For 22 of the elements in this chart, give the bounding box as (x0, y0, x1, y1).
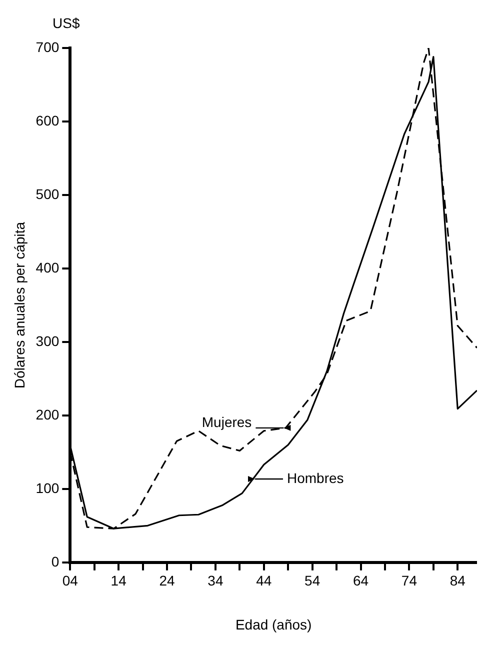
y-tick-label: 300 (36, 332, 60, 349)
x-tick-label: 84 (450, 572, 466, 589)
x-tick-label: 34 (208, 572, 224, 589)
series-label: Mujeres (202, 414, 252, 430)
x-tick-label: 54 (304, 572, 320, 589)
y-tick-label: 0 (51, 553, 60, 570)
x-axis-title: Edad (años) (235, 616, 312, 632)
x-tick-label: 44 (256, 572, 272, 589)
y-tick-label: 100 (36, 480, 60, 496)
y-tick-label: 400 (36, 259, 60, 276)
legend-label: Hombres (286, 470, 344, 486)
y-tick-label: 500 (36, 186, 60, 202)
y-axis-title: Dólares anuales per cápita (11, 222, 28, 388)
x-tick-label: 04 (62, 572, 78, 589)
x-tick-label: 74 (401, 572, 418, 589)
y-tick-label: 200 (36, 406, 60, 422)
x-tick-label: 64 (352, 572, 369, 589)
x-tick-label: 14 (110, 572, 127, 589)
text: US$ (52, 14, 80, 31)
y-tick-label: 600 (36, 112, 60, 128)
x-tick-label: 24 (159, 572, 176, 589)
y-tick-label: 700 (36, 38, 60, 55)
